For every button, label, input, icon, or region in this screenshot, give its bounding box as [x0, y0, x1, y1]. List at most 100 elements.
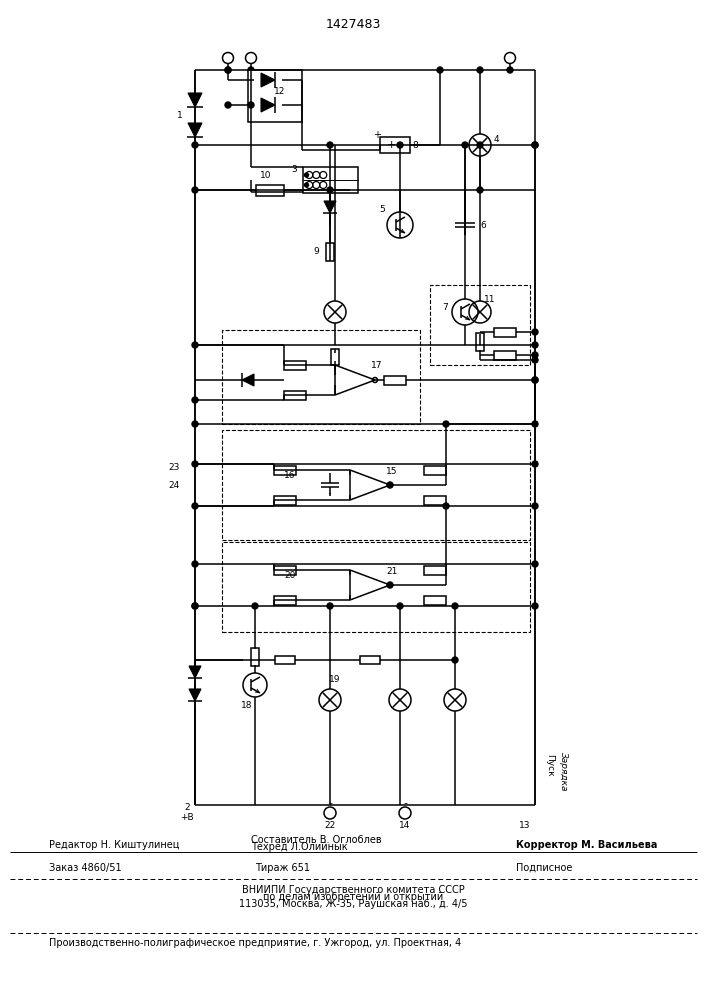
Circle shape: [192, 187, 198, 193]
Text: +B: +B: [180, 812, 194, 822]
Bar: [476, 333, 484, 351]
Circle shape: [532, 377, 538, 383]
Circle shape: [225, 67, 231, 73]
Polygon shape: [189, 689, 201, 701]
Bar: [248, 70, 302, 122]
Text: 11: 11: [484, 296, 496, 304]
Circle shape: [327, 603, 333, 609]
Bar: [494, 328, 516, 336]
Circle shape: [387, 582, 393, 588]
Bar: [274, 466, 296, 475]
Text: -: -: [403, 798, 407, 808]
Bar: [284, 360, 306, 369]
Text: -: -: [328, 798, 332, 808]
Circle shape: [532, 503, 538, 509]
Text: Составитель В. Оглоблев: Составитель В. Оглоблев: [251, 835, 382, 845]
Bar: [494, 351, 516, 360]
Bar: [424, 595, 446, 604]
Circle shape: [397, 603, 403, 609]
Circle shape: [532, 561, 538, 567]
Text: 3: 3: [291, 165, 297, 174]
Bar: [275, 656, 295, 664]
Text: 13: 13: [519, 820, 531, 830]
Circle shape: [248, 102, 254, 108]
Bar: [274, 566, 296, 574]
Text: Корректор М. Васильева: Корректор М. Васильева: [516, 840, 658, 850]
Bar: [331, 349, 339, 365]
Circle shape: [192, 142, 198, 148]
Circle shape: [305, 183, 308, 187]
Circle shape: [477, 67, 483, 73]
Circle shape: [462, 142, 468, 148]
Circle shape: [192, 397, 198, 403]
Circle shape: [225, 102, 231, 108]
Text: Тираж 651: Тираж 651: [255, 863, 310, 873]
Circle shape: [532, 421, 538, 427]
Text: 5: 5: [379, 206, 385, 215]
Polygon shape: [242, 374, 254, 386]
Polygon shape: [261, 98, 275, 112]
Text: 7: 7: [442, 302, 448, 312]
Circle shape: [532, 357, 538, 363]
Circle shape: [327, 142, 333, 148]
Circle shape: [192, 603, 198, 609]
Text: 9: 9: [313, 247, 319, 256]
Circle shape: [192, 561, 198, 567]
Text: Производственно-полиграфическое предприятие, г. Ужгород, ул. Проектная, 4: Производственно-полиграфическое предприя…: [49, 938, 462, 948]
Text: 18: 18: [241, 700, 252, 710]
Circle shape: [192, 342, 198, 348]
Text: Пуск: Пуск: [546, 754, 554, 776]
Text: 23: 23: [169, 464, 180, 473]
Circle shape: [532, 342, 538, 348]
Circle shape: [192, 603, 198, 609]
Circle shape: [437, 67, 443, 73]
Text: 2: 2: [185, 802, 189, 812]
Circle shape: [477, 187, 483, 193]
Polygon shape: [261, 73, 275, 87]
Bar: [222, 430, 530, 540]
Text: 8: 8: [412, 140, 418, 149]
Text: 20: 20: [284, 570, 296, 580]
Circle shape: [452, 657, 458, 663]
Text: 19: 19: [329, 676, 341, 684]
Text: 24: 24: [169, 481, 180, 489]
Bar: [274, 495, 296, 504]
Circle shape: [532, 329, 538, 335]
Circle shape: [532, 461, 538, 467]
Bar: [222, 330, 420, 424]
Text: 1: 1: [177, 110, 183, 119]
Circle shape: [532, 352, 538, 358]
Bar: [430, 285, 530, 365]
Text: Редактор Н. Киштулинец: Редактор Н. Киштулинец: [49, 840, 180, 850]
Text: Техред Л.Олийнык: Техред Л.Олийнык: [251, 842, 348, 852]
Bar: [251, 648, 259, 666]
Text: 21: 21: [386, 566, 397, 576]
Circle shape: [532, 603, 538, 609]
Circle shape: [248, 67, 254, 73]
Bar: [384, 375, 406, 384]
Text: 22: 22: [325, 820, 336, 830]
Bar: [274, 595, 296, 604]
Bar: [360, 656, 380, 664]
Polygon shape: [324, 201, 336, 213]
Bar: [424, 566, 446, 574]
Text: 6: 6: [480, 221, 486, 230]
Text: 113035, Москва, Ж-35, Раушская наб., д. 4/5: 113035, Москва, Ж-35, Раушская наб., д. …: [239, 899, 468, 909]
Circle shape: [507, 67, 513, 73]
Text: Подписное: Подписное: [516, 863, 573, 873]
Polygon shape: [189, 666, 201, 678]
Circle shape: [192, 503, 198, 509]
Text: Заказ 4860/51: Заказ 4860/51: [49, 863, 122, 873]
Circle shape: [443, 421, 449, 427]
Circle shape: [452, 603, 458, 609]
Circle shape: [477, 142, 483, 148]
Text: 15: 15: [386, 466, 398, 476]
Text: +: +: [373, 130, 381, 140]
Circle shape: [192, 461, 198, 467]
Circle shape: [225, 67, 231, 73]
Bar: [424, 495, 446, 504]
Bar: [256, 184, 284, 196]
Circle shape: [397, 142, 403, 148]
Bar: [326, 243, 334, 261]
Bar: [284, 390, 306, 399]
